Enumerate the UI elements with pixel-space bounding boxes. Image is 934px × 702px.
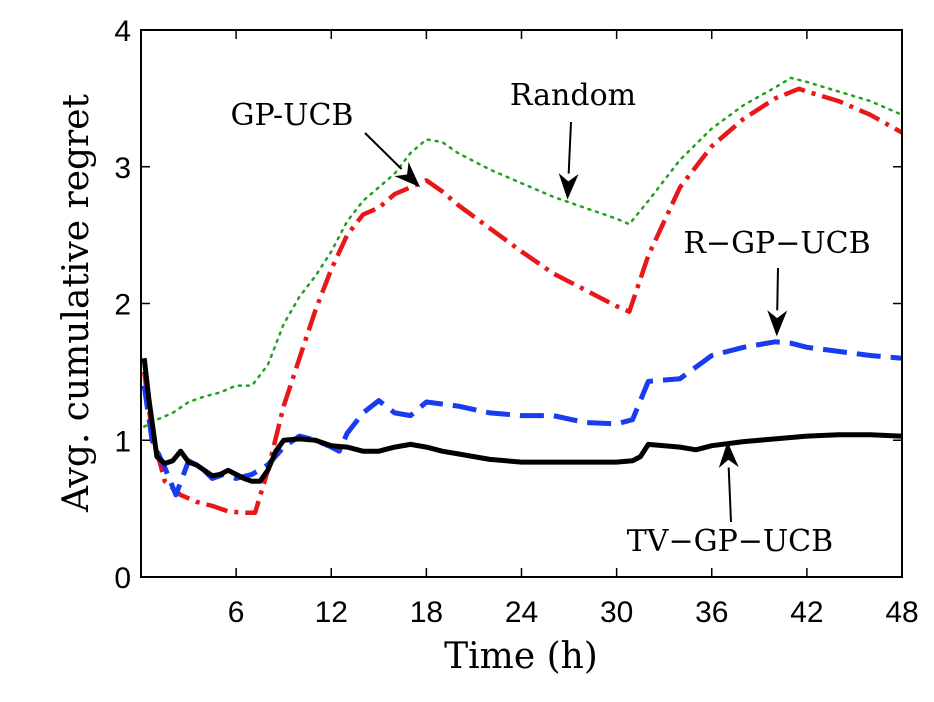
- series-line-r-gp-ucb: [141, 339, 902, 498]
- x-tick-label: 36: [695, 596, 728, 629]
- annotation-r-gp-ucb: R−GP−UCB: [683, 226, 871, 337]
- annotation-tv-gp-ucb: TV−GP−UCB: [627, 441, 833, 559]
- annotation-arrow-line: [567, 121, 572, 174]
- annotation-label-random: Random: [510, 78, 636, 113]
- series-line-tv-gp-ucb: [141, 357, 902, 484]
- annotation-label-tv-gp-ucb: TV−GP−UCB: [627, 524, 833, 559]
- y-axis-title: Avg. cumulative regret: [56, 93, 97, 513]
- annotation-arrow-head: [767, 310, 788, 337]
- annotation-random: Random: [510, 78, 636, 200]
- y-tick-label: 0: [114, 562, 131, 595]
- x-tick-label: 12: [315, 596, 348, 629]
- annotation-arrow-line: [727, 467, 732, 523]
- annotation-label-r-gp-ucb: R−GP−UCB: [683, 226, 870, 261]
- annotation-gp-ucb: GP-UCB: [231, 98, 421, 188]
- y-tick-label: 1: [114, 425, 131, 458]
- series-line-random: [142, 76, 902, 428]
- x-tick-labels: 6 12 18 24 30 36 42 48: [228, 596, 919, 629]
- series-line-gp-ucb: [141, 86, 902, 515]
- annotation-label-gp-ucb: GP-UCB: [231, 98, 354, 133]
- ticks-layer: [141, 29, 903, 578]
- x-axis-title: Time (h): [444, 636, 598, 677]
- x-tick-label: 48: [885, 596, 918, 629]
- annotation-arrow-head: [558, 173, 579, 200]
- annotation-layer: GP-UCB Random R−GP−UCB TV−GP−UCB: [231, 78, 871, 559]
- annotation-arrow-head: [718, 441, 739, 469]
- annotation-arrow-line: [776, 267, 779, 311]
- annotation-arrow-head: [394, 161, 421, 188]
- y-tick-labels: 0 1 2 3 4: [114, 15, 131, 595]
- x-tick-label: 6: [228, 596, 245, 629]
- x-tick-label: 42: [790, 596, 823, 629]
- x-tick-label: 30: [600, 596, 633, 629]
- y-tick-label: 2: [114, 289, 131, 322]
- y-tick-label: 4: [114, 15, 131, 48]
- y-tick-label: 3: [114, 152, 131, 185]
- x-tick-label: 18: [410, 596, 443, 629]
- x-tick-label: 24: [505, 596, 538, 629]
- annotation-arrow-line: [364, 132, 403, 170]
- series-layer: [141, 76, 902, 515]
